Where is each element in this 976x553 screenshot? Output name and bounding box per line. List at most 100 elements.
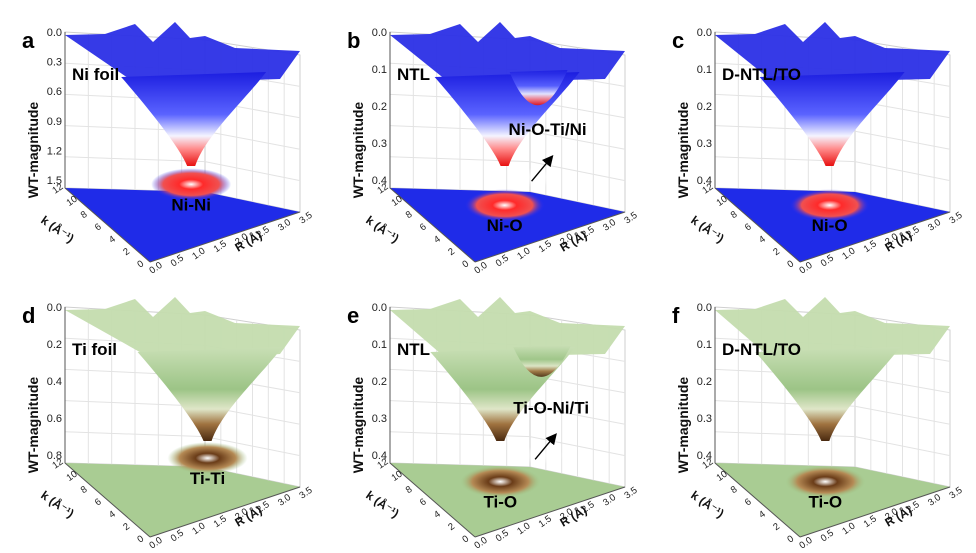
peak-label: Ni-O-Ti/Ni [509,120,587,139]
k-tick-label: 6 [93,496,104,508]
r-axis-line [474,211,626,263]
k-axis-title: k (Å⁻¹) [38,212,77,246]
floor-heatmap [65,463,300,537]
k-axis-line [64,187,151,263]
surface-plateau [65,297,300,362]
floor-peak [789,189,870,222]
surface-plateau [715,22,950,87]
peak-arrow [534,433,557,460]
panel-letter: c [672,28,684,53]
panel-letter: b [347,28,360,53]
k-tick-label: 2 [121,246,132,258]
floor-heatmap [390,463,625,537]
k-tick-label: 6 [418,221,429,233]
z-axis-title: WT-magnitude [675,102,691,199]
k-tick-label: 4 [757,509,768,521]
z-tick-label: 0.8 [47,450,62,462]
peak-label: Ti-Ti [190,469,225,488]
z-tick-label: 0.4 [372,450,387,462]
k-axis-title: k (Å⁻¹) [38,487,77,521]
peak-label: Ni-O [812,216,848,235]
r-tick-label: 0.0 [797,535,814,552]
k-tick-label: 4 [107,234,118,246]
z-tick-label: 0.0 [697,27,712,39]
k-tick-label: 10 [390,194,405,209]
z-tick-label: 0.4 [697,175,712,187]
k-tick-label: 12 [700,456,715,471]
z-axis-title: WT-magnitude [350,377,366,474]
k-tick-label: 8 [79,484,90,496]
z-axis-title: WT-magnitude [675,377,691,474]
floor-heatmap [715,188,950,262]
k-tick-label: 10 [65,194,80,209]
k-tick-label: 0 [460,258,471,270]
z-tick-label: 0.3 [697,138,712,150]
z-tick-label: 0.0 [372,302,387,314]
floor-peak [460,465,541,498]
k-tick-label: 10 [65,469,80,484]
k-tick-label: 2 [446,521,457,533]
k-axis-title: k (Å⁻¹) [363,212,402,246]
z-tick-label: 0.2 [372,101,387,113]
z-tick-label: 0.4 [372,175,387,187]
k-tick-label: 8 [404,484,415,496]
k-tick-label: 2 [771,246,782,258]
k-axis-line [389,187,476,263]
floor-heatmap [390,188,625,262]
z-tick-label: 0.2 [47,339,62,351]
floor-peak [517,445,565,465]
z-tick-label: 0.0 [372,27,387,39]
k-tick-label: 12 [50,181,65,196]
surface-plateau [715,297,950,362]
r-axis-line [474,486,626,538]
z-tick-label: 0.4 [47,376,62,388]
k-tick-label: 0 [135,258,146,270]
sample-label: Ni foil [72,65,119,84]
panel-letter: f [672,303,680,328]
surface-funnel [121,72,267,166]
z-tick-label: 0.0 [47,27,62,39]
k-axis-line [389,462,476,538]
k-tick-label: 4 [432,234,443,246]
k-tick-label: 8 [79,209,90,221]
z-tick-label: 0.3 [47,57,62,69]
z-axis-title: WT-magnitude [25,102,41,199]
r-tick-label: 0.0 [147,260,164,277]
z-tick-label: 1.2 [47,145,62,157]
k-tick-label: 8 [729,209,740,221]
k-tick-label: 2 [446,246,457,258]
k-tick-label: 4 [107,509,118,521]
peak-label: Ti-O [808,493,842,512]
panel-letter: d [22,303,35,328]
k-tick-label: 10 [390,469,405,484]
peak-label: Ti-O [483,493,517,512]
k-axis-line [64,462,151,538]
r-axis-line [149,486,301,538]
z-tick-label: 0.1 [372,339,387,351]
floor-peak [167,442,248,475]
r-axis-line [799,211,951,263]
panel-letter: e [347,303,359,328]
z-axis-title: WT-magnitude [350,102,366,199]
floor-heatmap [65,188,300,262]
k-tick-label: 4 [757,234,768,246]
k-tick-label: 6 [743,496,754,508]
z-tick-label: 0.6 [47,86,62,98]
z-tick-label: 0.9 [47,116,62,128]
k-tick-label: 6 [743,221,754,233]
r-tick-label: 0.0 [147,535,164,552]
r-axis-line [149,211,301,263]
floor-peak [151,168,232,201]
k-tick-label: 6 [93,221,104,233]
z-tick-label: 0.3 [372,413,387,425]
k-tick-label: 12 [375,181,390,196]
k-tick-label: 0 [460,533,471,545]
k-axis-title: k (Å⁻¹) [688,487,727,521]
surface-funnel [759,72,905,166]
